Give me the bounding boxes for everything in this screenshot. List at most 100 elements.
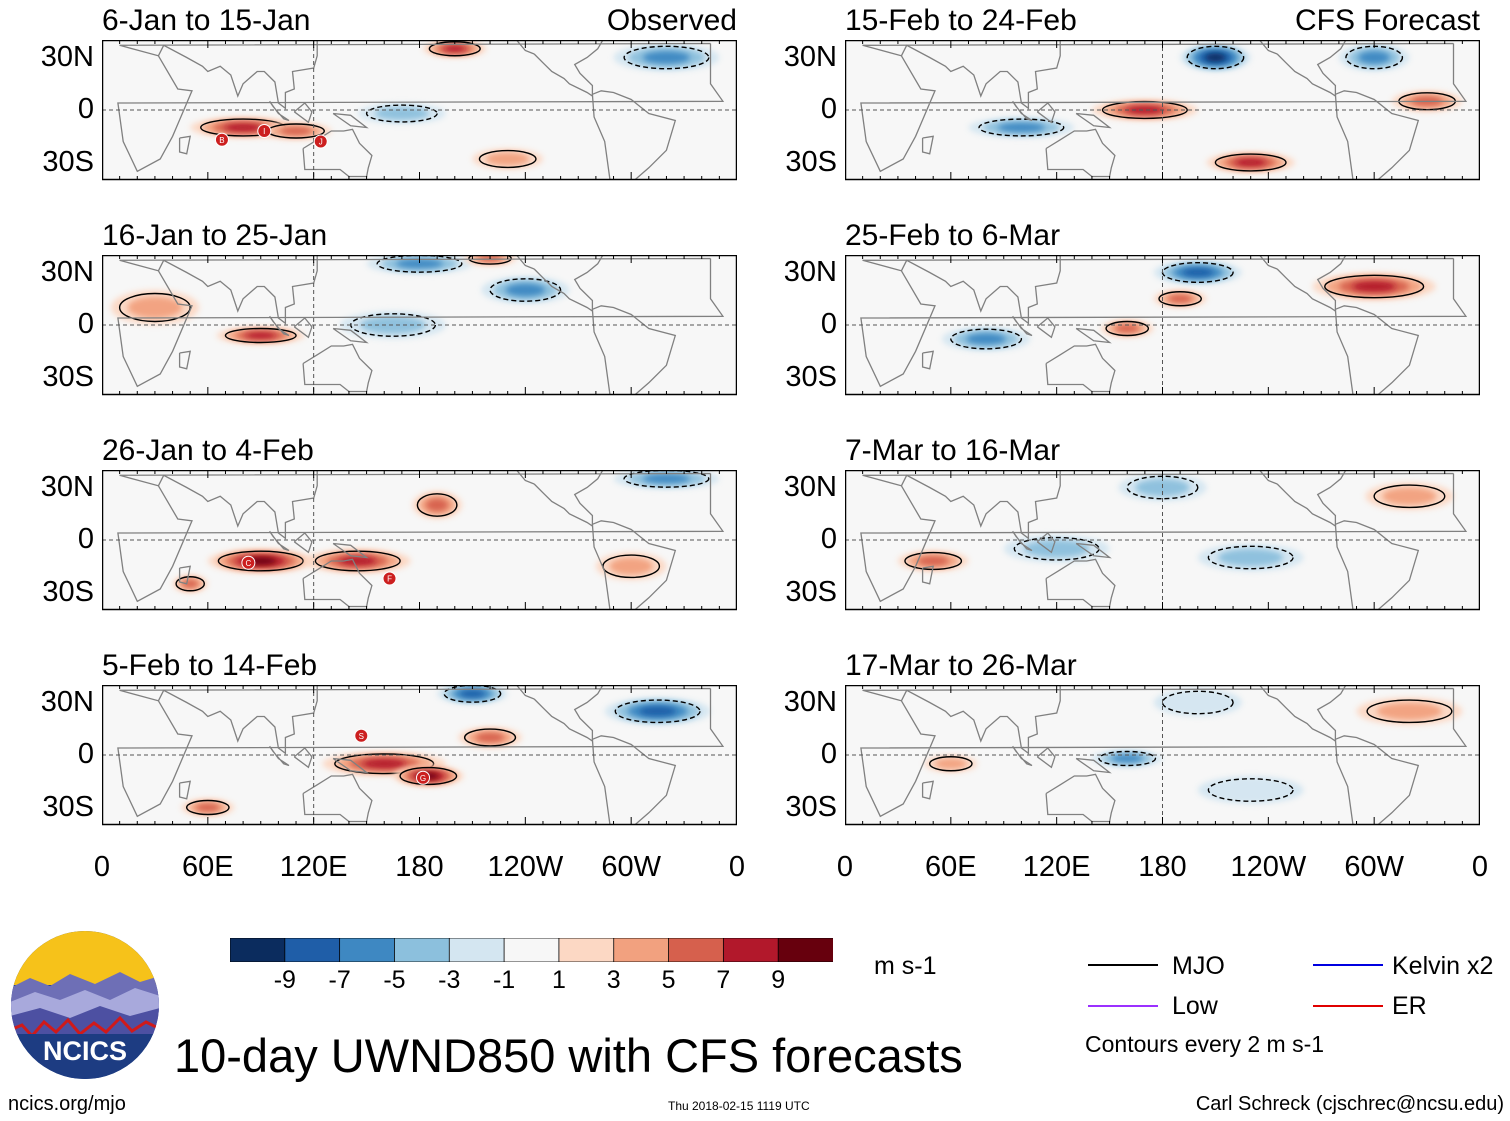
lat-tick-label: 30N: [40, 470, 94, 503]
map-panel: [845, 470, 1480, 611]
colorbar-swatch: [777, 938, 833, 962]
legend-label-er: ER: [1392, 992, 1427, 1020]
mjo-contour: [623, 470, 710, 488]
coastline: [178, 350, 192, 370]
lon-tick-label: 60E: [182, 851, 234, 883]
lon-tick-label: 120E: [279, 851, 348, 883]
coastline: [1334, 735, 1420, 825]
panel-period-title: 17-Mar to 26-Mar: [845, 649, 1077, 682]
map-panel: CF: [102, 470, 737, 611]
colorbar-units: m s-1: [874, 952, 937, 980]
map-panel: [845, 255, 1480, 396]
legend-label-kelvin: Kelvin x2: [1392, 952, 1494, 980]
coastline: [269, 530, 290, 552]
panel-source-label: CFS Forecast: [1294, 4, 1480, 37]
author-credit: Carl Schreck (cjschrec@ncsu.edu): [1195, 1093, 1504, 1115]
figure-title: 10-day UWND850 with CFS forecasts: [174, 1029, 963, 1082]
lat-tick-label: 30N: [40, 40, 94, 73]
wind-anomaly-blob: [475, 732, 505, 743]
wind-anomaly-blob: [1205, 53, 1226, 62]
panel-source-label: Observed: [606, 4, 737, 37]
coastline: [332, 327, 369, 344]
wind-anomaly-blob: [360, 316, 426, 334]
panel-period-title: 25-Feb to 6-Mar: [845, 219, 1061, 252]
lat-tick-label: 30N: [783, 685, 837, 718]
wind-anomaly-blob: [1024, 540, 1090, 558]
colorbar-swatch: [448, 938, 505, 962]
coastline: [1258, 685, 1347, 743]
mjo-contour: [1207, 778, 1294, 802]
storm-marker: F: [382, 571, 397, 586]
coastline: [1075, 542, 1112, 559]
coastline: [332, 112, 369, 129]
coastline: [921, 780, 935, 800]
wind-anomaly-blob: [642, 474, 690, 484]
wind-anomaly-blob: [1153, 688, 1242, 717]
mjo-contour: [950, 328, 1023, 350]
wind-anomaly-blob: [1115, 324, 1139, 333]
wind-anomaly-blob: [127, 296, 183, 319]
coastline: [1258, 470, 1347, 528]
lat-tick-label: 0: [77, 308, 94, 340]
legend-line-er: [1313, 1005, 1383, 1007]
coastline: [1334, 305, 1420, 395]
storm-label: I: [263, 127, 265, 136]
colorbar-swatch: [668, 938, 725, 962]
coastline: [1045, 558, 1116, 608]
lat-tick-label: 30N: [40, 685, 94, 718]
colorbar-swatch: [230, 938, 286, 962]
mjo-contour: [478, 149, 537, 169]
wind-anomaly-blob: [1218, 548, 1284, 567]
mjo-contour: [416, 493, 458, 517]
mjo-contour: [1366, 699, 1453, 724]
mjo-contour: [1324, 274, 1425, 299]
lat-tick-label: 0: [820, 93, 837, 125]
wind-anomaly-blob: [443, 45, 466, 52]
map-panel: [845, 685, 1480, 826]
coastline: [1036, 747, 1056, 769]
wind-anomaly-blob: [1111, 754, 1143, 763]
lat-tick-label: 30S: [785, 145, 837, 178]
coastline: [178, 780, 192, 800]
coastline: [591, 305, 677, 395]
lon-tick-label: 0: [728, 851, 746, 883]
wind-anomaly-blob: [917, 556, 949, 566]
coastline: [117, 42, 725, 173]
lat-tick-label: 30S: [42, 575, 94, 608]
mjo-contour: [614, 699, 701, 724]
coastline: [1334, 520, 1420, 610]
coastline: [921, 135, 935, 155]
coastline: [1258, 40, 1347, 98]
coastline: [1012, 100, 1033, 122]
coastline: [1075, 757, 1112, 774]
wind-anomaly-blob: [196, 803, 220, 812]
coastline: [178, 135, 192, 155]
site-link[interactable]: ncics.org/mjo: [8, 1093, 126, 1115]
storm-label: C: [246, 559, 252, 568]
wind-anomaly-blob: [1182, 268, 1214, 277]
storm-marker: J: [313, 134, 328, 149]
mjo-contour: [217, 550, 304, 572]
map-panel: SG: [102, 685, 737, 826]
map-panel: [102, 255, 737, 396]
coastline: [591, 520, 677, 610]
coastline: [1036, 317, 1056, 339]
storm-marker: C: [241, 555, 256, 570]
wind-anomaly-blob: [395, 259, 444, 269]
coastline: [900, 40, 1061, 110]
coastline: [1045, 773, 1116, 823]
panel-period-title: 26-Jan to 4-Feb: [102, 434, 314, 467]
lat-tick-label: 0: [820, 308, 837, 340]
mjo-contour: [1186, 45, 1245, 70]
wind-anomaly-blob: [1358, 51, 1390, 64]
wind-anomaly-blob: [609, 557, 653, 575]
mjo-contour: [928, 756, 973, 772]
mjo-contour: [1098, 750, 1157, 767]
lon-tick-label: 60E: [925, 851, 977, 883]
mjo-contour: [1207, 545, 1294, 570]
coastline: [302, 343, 373, 393]
lat-tick-label: 30N: [783, 255, 837, 288]
legend-label-low: Low: [1172, 992, 1218, 1020]
timestamp: Thu 2018-02-15 1119 UTC: [668, 1099, 810, 1113]
coastline: [1258, 255, 1347, 313]
